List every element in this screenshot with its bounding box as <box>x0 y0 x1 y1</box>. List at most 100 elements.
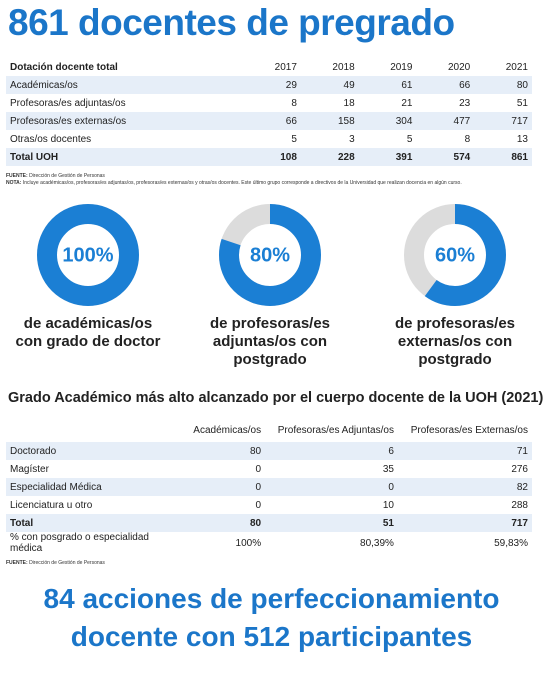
cell: 3 <box>349 133 355 145</box>
header-cell <box>6 418 184 442</box>
cell: 10 <box>382 499 394 511</box>
cell: 100% <box>235 537 262 549</box>
cell: Magíster <box>10 463 49 475</box>
cell: 51 <box>516 97 528 109</box>
table-row: Total 80 51 717 <box>6 514 532 532</box>
cell: 8 <box>291 97 297 109</box>
cell: 80 <box>184 442 266 460</box>
table-row: Total UOH 108 228 391 574 861 <box>6 148 532 166</box>
cell: 391 <box>358 148 417 166</box>
cell: Doctorado <box>6 442 184 460</box>
cell: 574 <box>416 148 475 166</box>
cell: 80 <box>184 514 266 532</box>
cell: 158 <box>300 112 359 130</box>
degree-table: Académicas/os Profesoras/es Adjuntas/os Pr… <box>6 418 532 554</box>
cell: 276 <box>511 463 528 475</box>
cell: 66 <box>243 112 301 130</box>
cell: 66 <box>416 76 475 94</box>
cell: 82 <box>397 478 532 496</box>
header-cell: Profesoras/es Adjuntas/os <box>277 424 394 436</box>
cell: % con posgrado o especialidad médica <box>10 532 149 554</box>
header-cell: Académicas/os <box>193 424 262 436</box>
donut-arc <box>404 204 506 306</box>
table-row: Académicas/os 29 49 61 66 80 <box>6 76 532 94</box>
table-title: Grado Académico más alto alcanzado por e… <box>8 390 543 406</box>
table-row: % con posgrado o especialidad médica 100%… <box>6 532 532 554</box>
cell: 861 <box>474 148 532 166</box>
note-label: NOTA: <box>6 180 22 186</box>
cell: 0 <box>255 499 262 511</box>
cell: 304 <box>358 112 417 130</box>
donut-caption: de profesoras/es externas/os con postgra… <box>394 315 516 368</box>
table-row: Magíster 0 35 276 <box>6 460 532 478</box>
source-text: Dirección de Gestión de Personas <box>29 173 105 179</box>
cell: 228 <box>300 148 359 166</box>
table-row: Especialidad Médica 0 0 82 <box>6 478 532 496</box>
cell: 80,39% <box>360 537 394 549</box>
cell: 21 <box>401 97 413 109</box>
note-text: Incluye académicas/os, profesoras/es adj… <box>22 180 462 186</box>
cell: 29 <box>243 76 301 94</box>
donut-label: 100% <box>62 244 113 266</box>
donut-caption: de académicas/os con grado de doctor <box>15 315 161 350</box>
cell: Otras/os docentes <box>10 133 92 145</box>
note: NOTA: Incluye académicas/os, profesoras/… <box>6 180 536 186</box>
cell: Profesoras/es adjuntas/os <box>10 97 126 109</box>
cell: 51 <box>265 514 398 532</box>
cell: 6 <box>265 442 398 460</box>
header-cell: Profesoras/es Externas/os <box>410 424 528 436</box>
donut-arc <box>37 204 139 306</box>
source: FUENTE: Dirección de Gestión de Personas <box>6 173 105 179</box>
donut-label: 60% <box>435 244 475 266</box>
header-cell: 2020 <box>447 61 471 73</box>
donut-charts: 100% 80% 60% <box>37 204 506 306</box>
cell: 35 <box>382 463 394 475</box>
header-cell: 2018 <box>332 61 355 73</box>
cell: Especialidad Médica <box>6 478 184 496</box>
table-row: Otras/os docentes 5 3 5 8 13 <box>6 130 532 148</box>
cell: 288 <box>511 499 528 511</box>
header-row: Académicas/os Profesoras/es Adjuntas/os Pr… <box>6 418 532 442</box>
cell: 80 <box>474 76 532 94</box>
table-row: Doctorado 80 6 71 <box>6 442 532 460</box>
header-cell: 2019 <box>390 61 413 73</box>
cell: 0 <box>255 463 262 475</box>
header-cell: 2021 <box>505 61 528 73</box>
donut-label: 80% <box>250 244 290 266</box>
cell: 71 <box>397 442 532 460</box>
cell: Profesoras/es externas/os <box>6 112 244 130</box>
footer-headline: 84 acciones de perfeccionamiento docente… <box>43 583 500 652</box>
cell: 5 <box>291 133 297 145</box>
cell: 23 <box>459 97 471 109</box>
cell: Total <box>6 514 184 532</box>
cell: 0 <box>184 478 266 496</box>
source: FUENTE: Dirección de Gestión de Personas <box>6 560 105 566</box>
cell: 5 <box>406 133 413 145</box>
header-row: Dotación docente total 2017 2018 2019 2020 20… <box>6 58 532 76</box>
donut-arc <box>219 204 321 306</box>
page-title: 861 docentes de pregrado <box>8 2 455 43</box>
header-cell: Dotación docente total <box>10 61 118 73</box>
cell: 59,83% <box>494 537 528 549</box>
cell: 8 <box>464 133 471 145</box>
source-text: Dirección de Gestión de Personas <box>29 560 105 566</box>
table-row: Profesoras/es adjuntas/os 8 18 21 23 51 <box>6 94 532 112</box>
source-label: FUENTE: <box>6 173 28 179</box>
cell: 18 <box>343 97 355 109</box>
cell: Total UOH <box>6 148 244 166</box>
cell: Académicas/os <box>6 76 244 94</box>
donut-caption: de profesoras/es adjuntas/os con postgra… <box>209 315 331 368</box>
cell: 717 <box>474 112 532 130</box>
staff-table: Dotación docente total 2017 2018 2019 2020 20… <box>6 58 532 166</box>
cell: 0 <box>265 478 398 496</box>
table-row: Licenciatura u otro 0 10 288 <box>6 496 532 514</box>
cell: 13 <box>516 133 528 145</box>
source-label: FUENTE: <box>6 560 28 566</box>
cell: 717 <box>397 514 532 532</box>
cell: Licenciatura u otro <box>10 499 93 511</box>
table-row: Profesoras/es externas/os 66 158 304 477 717 <box>6 112 532 130</box>
cell: 49 <box>300 76 359 94</box>
cell: 108 <box>243 148 301 166</box>
cell: 477 <box>416 112 475 130</box>
